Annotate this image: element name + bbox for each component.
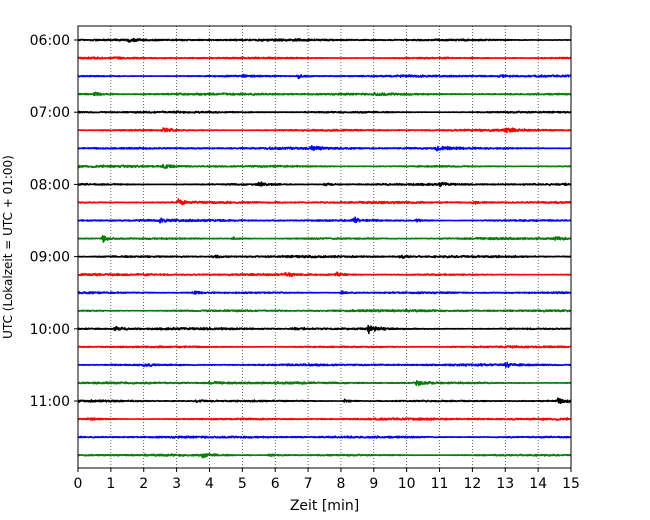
x-tick-label: 9 xyxy=(369,476,378,492)
trace-0645 xyxy=(77,91,572,97)
x-tick-label: 13 xyxy=(496,476,514,492)
x-tick-label: 15 xyxy=(562,476,580,492)
trace-0715 xyxy=(77,127,572,134)
trace-0745 xyxy=(77,163,572,169)
trace-group xyxy=(77,37,572,459)
trace-0815 xyxy=(77,198,572,206)
trace-1115 xyxy=(77,417,572,422)
trace-0630 xyxy=(77,73,572,80)
x-tick-label: 12 xyxy=(463,476,481,492)
x-axis-ticks: 0 1 2 3 4 5 6 7 8 9 10 11 12 13 14 15 xyxy=(74,468,580,492)
x-tick-label: 0 xyxy=(74,476,83,492)
y-tick-label: 09:00 xyxy=(30,250,70,266)
trace-0930 xyxy=(77,290,572,295)
trace-1130 xyxy=(77,435,572,439)
x-tick-label: 6 xyxy=(271,476,280,492)
x-tick-label: 14 xyxy=(529,476,547,492)
x-tick-label: 7 xyxy=(304,476,313,492)
trace-1045 xyxy=(77,380,572,387)
y-axis-label: UTC (Lokalzeit = UTC + 01:00) xyxy=(1,155,15,339)
trace-1015 xyxy=(77,345,572,349)
trace-0700 xyxy=(77,110,572,114)
trace-1100 xyxy=(77,397,572,405)
trace-0615 xyxy=(77,56,572,60)
y-tick-label: 11:00 xyxy=(30,394,70,410)
y-tick-label: 06:00 xyxy=(30,33,70,49)
plot-frame xyxy=(77,25,572,469)
x-tick-label: 3 xyxy=(172,476,181,492)
trace-0830 xyxy=(77,216,572,224)
trace-0845 xyxy=(77,235,572,243)
x-tick-label: 4 xyxy=(205,476,214,492)
trace-1145 xyxy=(77,453,572,459)
x-tick-label: 5 xyxy=(238,476,247,492)
trace-0730 xyxy=(77,145,572,152)
x-axis-label: Zeit [min] xyxy=(290,498,359,514)
trace-1000 xyxy=(77,324,572,335)
y-axis-ticks: 06:00 07:00 08:00 09:00 10:00 11:00 xyxy=(30,33,78,410)
x-tick-label: 11 xyxy=(431,476,449,492)
x-tick-label: 2 xyxy=(139,476,148,492)
trace-0915 xyxy=(77,271,572,278)
trace-0800 xyxy=(77,181,572,188)
x-tick-label: 1 xyxy=(106,476,115,492)
trace-1030 xyxy=(77,361,572,369)
x-tick-label: 10 xyxy=(398,476,416,492)
trace-0900 xyxy=(77,254,572,259)
x-tick-label: 8 xyxy=(336,476,345,492)
y-tick-label: 10:00 xyxy=(30,322,70,338)
trace-0600 xyxy=(77,37,572,43)
y-tick-label: 07:00 xyxy=(30,105,70,121)
y-tick-label: 08:00 xyxy=(30,177,70,193)
trace-0945 xyxy=(77,308,572,313)
